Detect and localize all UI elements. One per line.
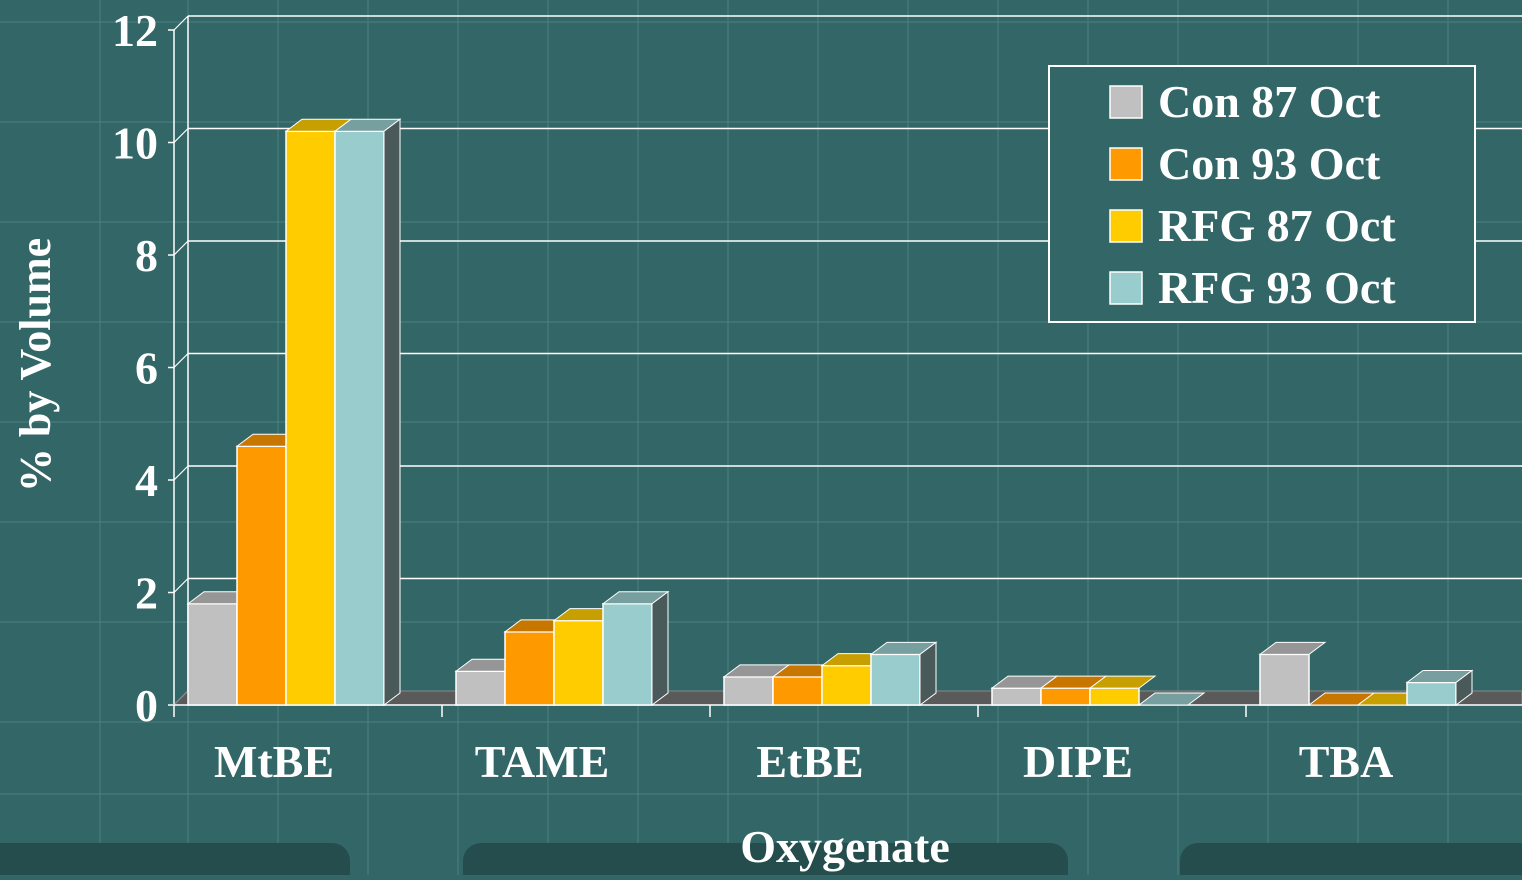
bar-front (285, 130, 336, 706)
bar-front (334, 130, 385, 706)
legend-swatch (1109, 271, 1143, 305)
y-tick-label: 10 (112, 118, 158, 169)
footer-panel (0, 843, 350, 880)
bar-top (1258, 641, 1327, 655)
y-tick-label: 6 (135, 343, 158, 394)
x-tick-label: TBA (1299, 736, 1394, 787)
bar-top (1137, 692, 1206, 706)
legend-label: RFG 93 Oct (1158, 262, 1396, 313)
bar-front (821, 664, 872, 706)
bar-front (723, 676, 774, 706)
bar-dipe-1 (1039, 675, 1108, 706)
x-tick-label: DIPE (1023, 736, 1133, 787)
bar-front (772, 676, 823, 706)
bar-front (187, 603, 238, 706)
bar-front (870, 653, 921, 706)
bar-front (236, 445, 287, 706)
bar-mtbe-3 (333, 118, 402, 706)
bar-front (991, 687, 1042, 706)
y-tick-label: 2 (135, 568, 158, 619)
legend: Con 87 Oct Con 93 Oct RFG 87 Oct RFG 93 Oct (1048, 65, 1476, 323)
y-tick-label: 12 (112, 5, 158, 56)
bar-tba-3 (1405, 669, 1474, 706)
legend-label: RFG 87 Oct (1158, 200, 1396, 251)
bar-etbe-3 (869, 641, 938, 706)
x-tick-label: TAME (475, 736, 610, 787)
y-tick-label: 4 (135, 455, 158, 506)
legend-swatch (1109, 85, 1143, 119)
y-axis-title: % by Volume (11, 238, 60, 492)
x-tick-label: MtBE (214, 736, 334, 787)
bar-front (1089, 687, 1140, 706)
bar-front (504, 631, 555, 706)
y-tick-label: 8 (135, 230, 158, 281)
bar-front (1259, 653, 1310, 706)
legend-swatch (1109, 209, 1143, 243)
bar-front (455, 670, 506, 706)
bar-dipe-0 (990, 675, 1059, 706)
axis-labels: % by Volume Oxygenate (11, 238, 950, 872)
y-tick-label: 0 (135, 680, 158, 731)
bar-tame-3 (601, 590, 670, 706)
bar-front (1040, 687, 1091, 706)
bar-top (1088, 675, 1157, 689)
bar-front (553, 619, 604, 706)
bar-dipe-3 (1137, 692, 1206, 706)
bar-side (1455, 669, 1473, 706)
bar-mtbe-2 (284, 118, 353, 706)
bars (186, 118, 1474, 706)
legend-swatch (1109, 147, 1143, 181)
y-tick-diagonal (173, 465, 189, 481)
y-tick-diagonal (173, 240, 189, 256)
x-axis-title: Oxygenate (740, 821, 950, 872)
legend-label: Con 93 Oct (1158, 138, 1381, 189)
legend-label: Con 87 Oct (1158, 76, 1381, 127)
bar-front (1406, 681, 1457, 706)
bar-dipe-2 (1088, 675, 1157, 706)
y-tick-diagonal (173, 15, 189, 31)
y-tick-diagonal (173, 128, 189, 143)
bar-front (602, 603, 653, 706)
bar-side (651, 590, 669, 706)
footer-panel (1180, 843, 1522, 880)
y-tick-diagonal (173, 578, 189, 593)
bar-tba-0 (1258, 641, 1327, 706)
bar-side (383, 118, 401, 706)
bar-side (919, 641, 937, 706)
y-tick-diagonal (173, 353, 189, 368)
footer-panel (463, 843, 1068, 880)
x-tick-label: EtBE (756, 736, 863, 787)
